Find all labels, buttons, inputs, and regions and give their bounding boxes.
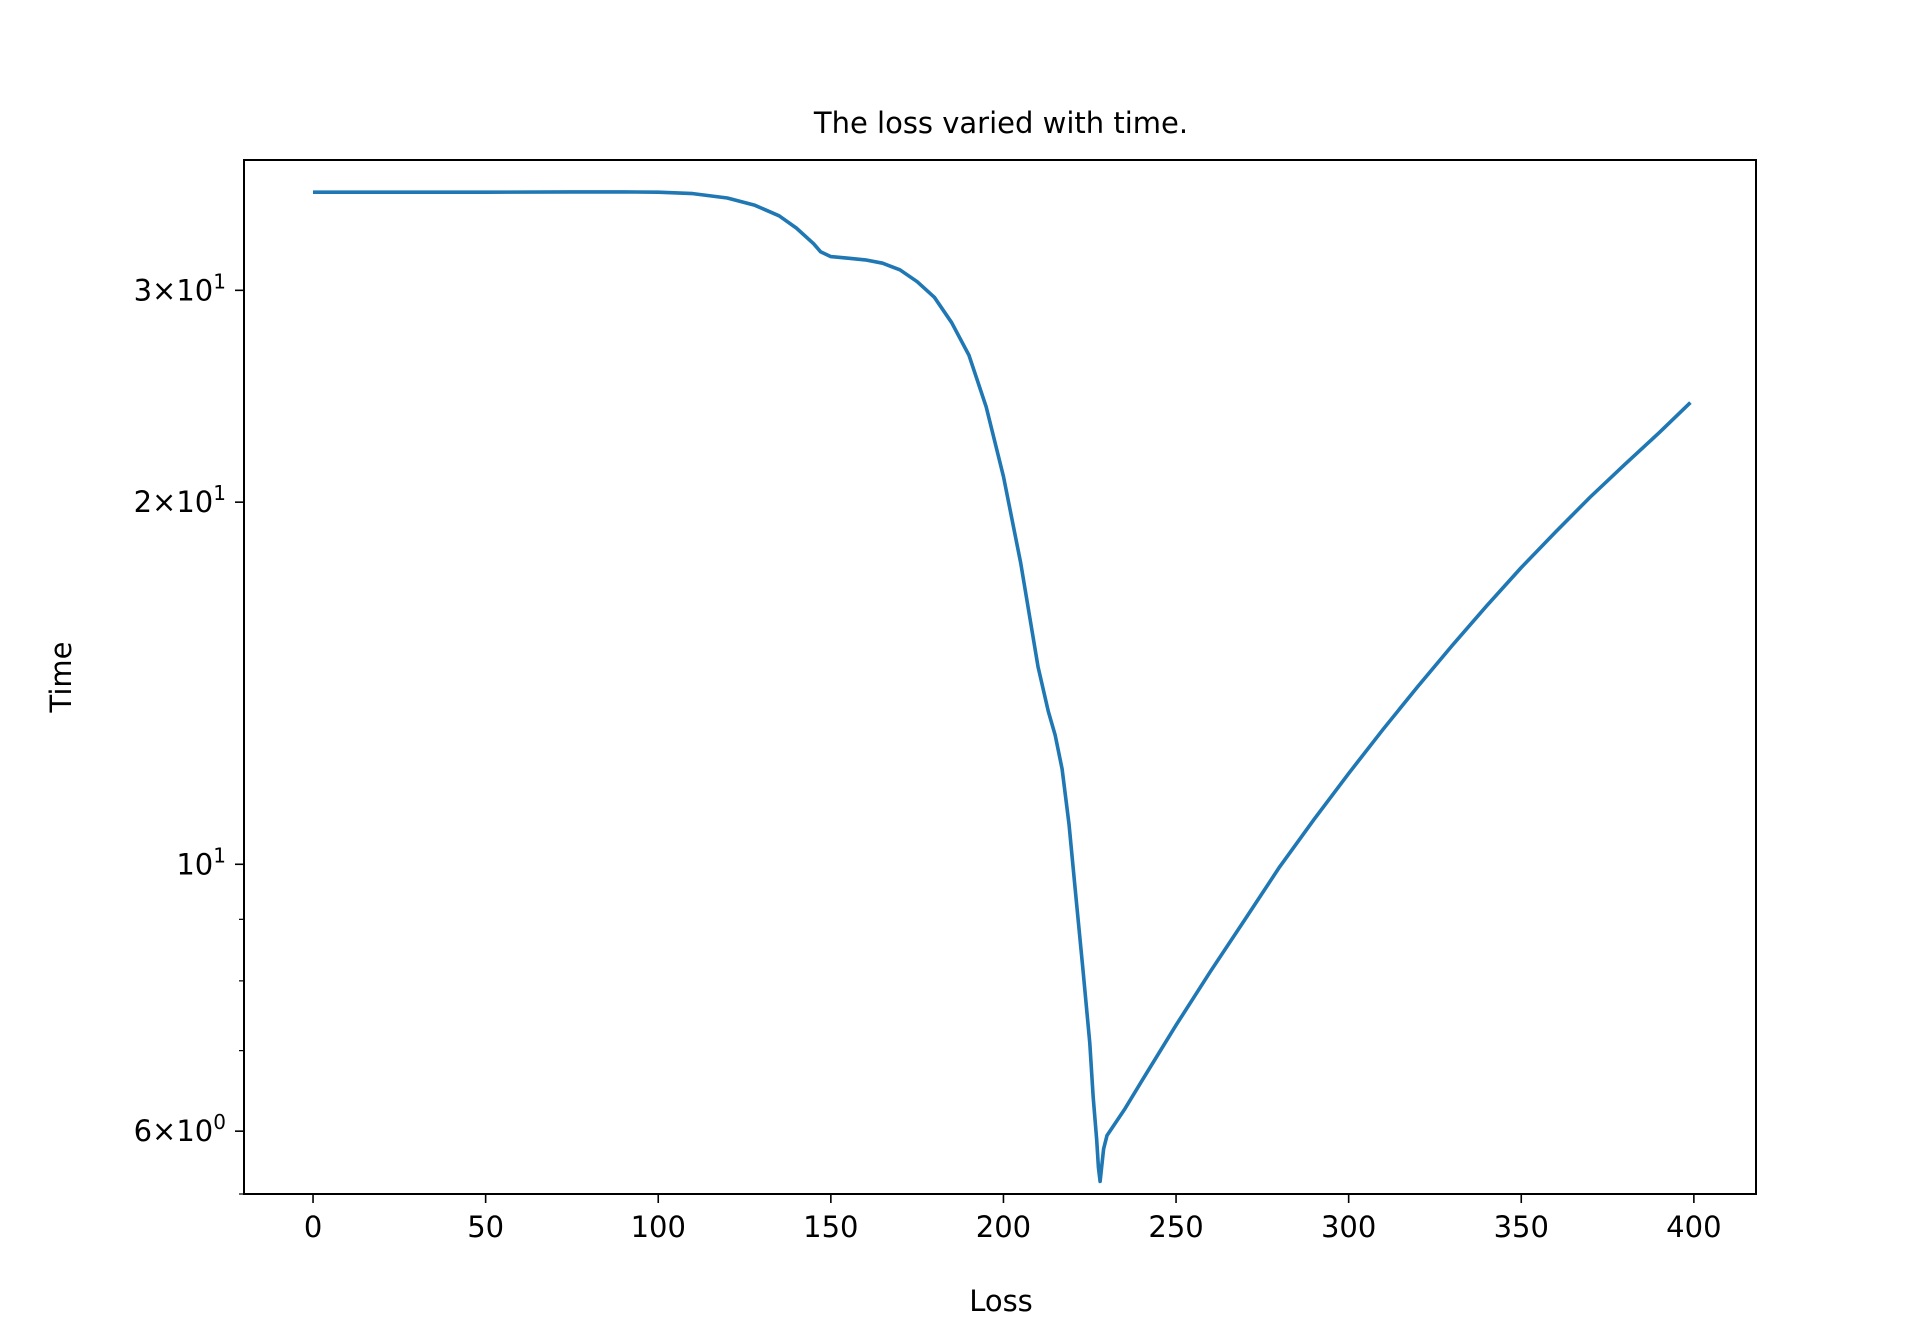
- x-axis-label: Loss: [969, 1284, 1033, 1318]
- y-tick-label: 3×101: [134, 269, 226, 307]
- y-tick-label: 6×100: [134, 1110, 226, 1148]
- y-tick-label: 2×101: [134, 481, 226, 519]
- x-tick-label: 150: [803, 1210, 858, 1244]
- x-tick-label: 350: [1494, 1210, 1549, 1244]
- plot-frame: [243, 159, 1757, 1195]
- x-tick-label: 100: [631, 1210, 686, 1244]
- x-tick-label: 50: [467, 1210, 504, 1244]
- chart-title: The loss varied with time.: [813, 106, 1188, 140]
- x-tick-label: 300: [1321, 1210, 1376, 1244]
- y-axis-label: Time: [44, 642, 78, 714]
- x-tick-label: 250: [1148, 1210, 1203, 1244]
- x-tick-label: 200: [976, 1210, 1031, 1244]
- x-tick-label: 400: [1666, 1210, 1721, 1244]
- x-axis: 0 50 100 150 200 250 300 350 400: [304, 1194, 1722, 1244]
- series-line-0: [313, 190, 1692, 1184]
- x-tick-label: 0: [304, 1210, 322, 1244]
- series-layer: [313, 190, 1692, 1184]
